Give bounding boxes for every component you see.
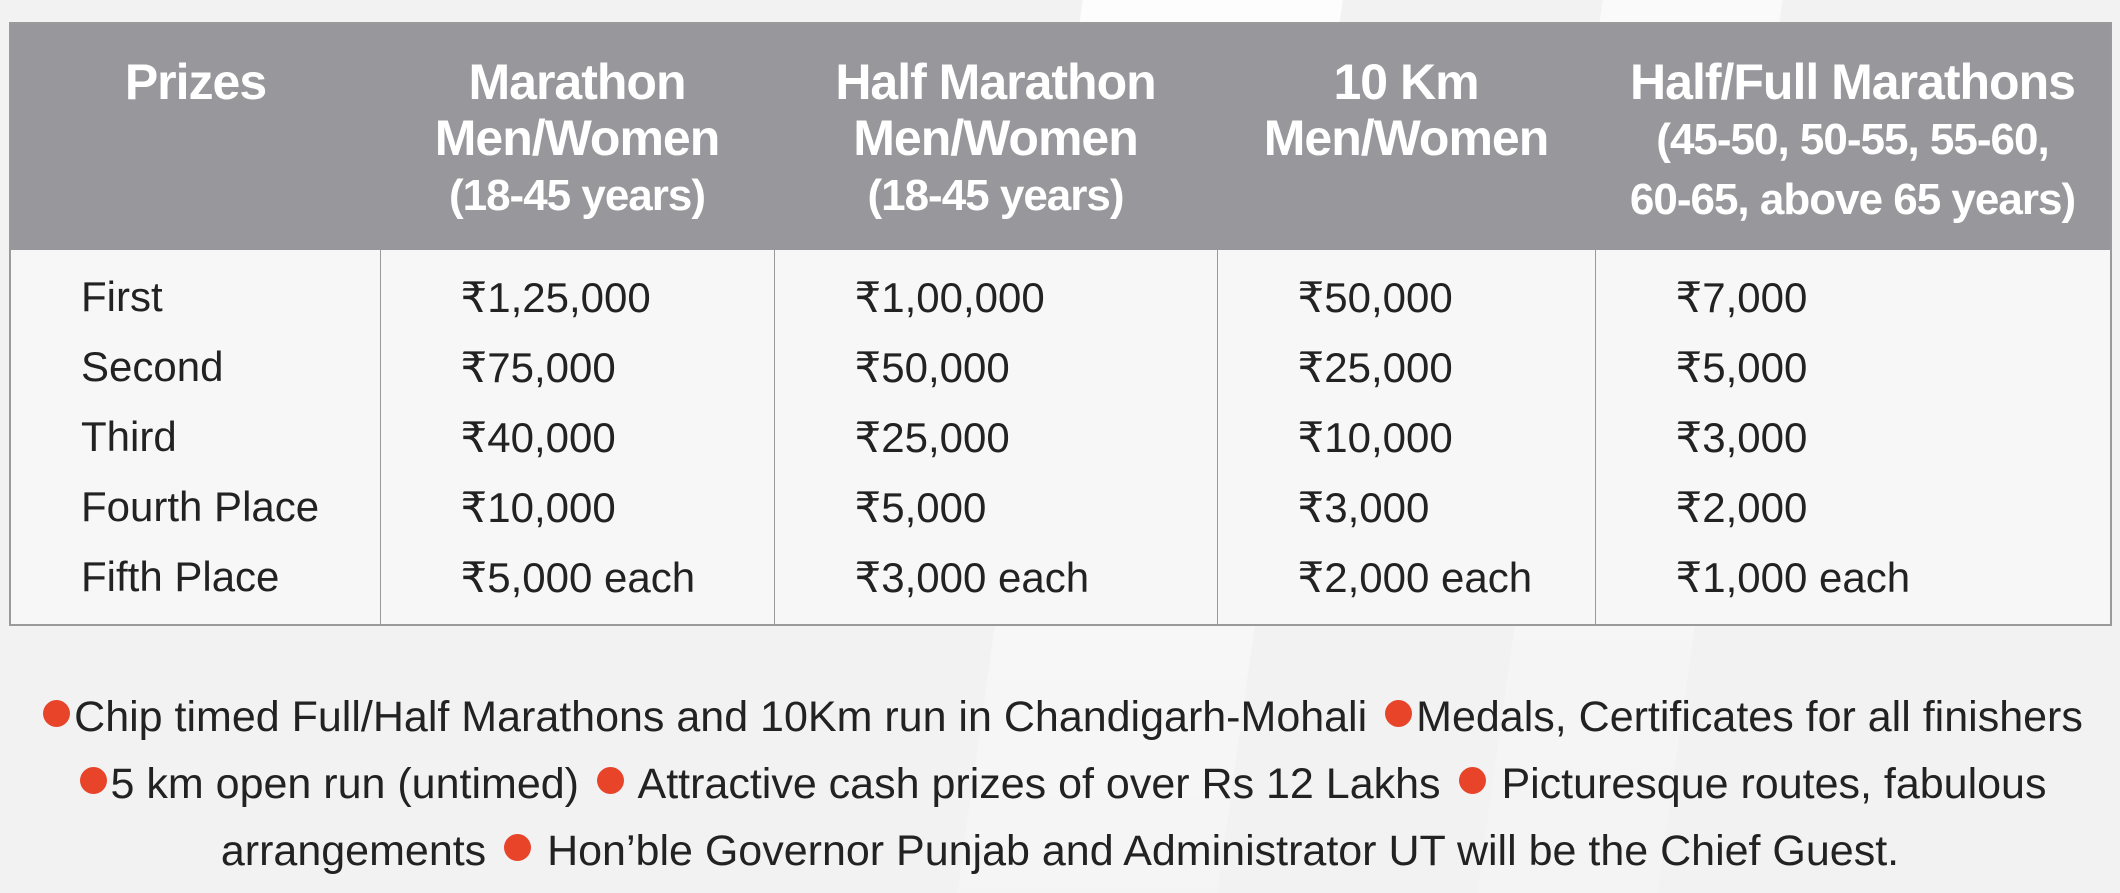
- prize-amount: ₹2,000 each: [1216, 542, 1595, 625]
- prize-amount: ₹1,000 each: [1594, 542, 2111, 625]
- header-title-line: Men/Women: [1263, 110, 1550, 166]
- header-title-line: Prizes: [124, 54, 267, 110]
- prize-amount: ₹5,000 each: [379, 542, 774, 625]
- prize-amount: ₹3,000: [1594, 402, 2111, 472]
- prize-amount: ₹1,25,000: [379, 250, 774, 332]
- prize-amount: ₹5,000: [1594, 332, 2111, 402]
- highlight-item: Hon’ble Governor Punjab and Administrato…: [547, 827, 1900, 875]
- header-title-line: Men/Women: [434, 110, 721, 166]
- prize-amount: ₹75,000: [379, 332, 774, 402]
- header-age-range: (45-50, 50-55, 55-60,: [1656, 115, 2049, 164]
- bullet-dot-icon: [1458, 767, 1486, 794]
- header-title-line: Half Marathon: [835, 54, 1156, 110]
- header-title-line: Half/Full Marathons: [1630, 54, 2076, 110]
- prize-rank: Second: [81, 343, 224, 390]
- prize-rank: Third: [81, 413, 177, 460]
- highlight-item: Medals, Certificates for all finishers: [1416, 693, 2083, 741]
- header-half-marathon: Half Marathon Men/Women (18-45 years): [774, 23, 1217, 250]
- prize-rank: Fourth Place: [81, 483, 320, 530]
- header-age-range: (18-45 years): [448, 171, 706, 220]
- header-prizes: Prizes: [10, 23, 380, 250]
- highlight-item: Picturesque routes, fabulous arrangement…: [220, 760, 2047, 875]
- prize-amount: ₹25,000: [1216, 332, 1595, 402]
- header-age-range: (18-45 years): [867, 171, 1124, 220]
- prize-amount: ₹50,000: [773, 332, 1217, 402]
- table-row: Third ₹40,000 ₹25,000 ₹10,000 ₹3,000: [10, 402, 2111, 472]
- prize-amount: ₹10,000: [1216, 402, 1595, 472]
- header-title-line: Marathon: [468, 54, 687, 110]
- header-veterans: Half/Full Marathons (45-50, 50-55, 55-60…: [1595, 23, 2111, 250]
- event-highlights: Chip timed Full/Half Marathons and 10Km …: [20, 684, 2100, 885]
- header-title-line: Men/Women: [853, 110, 1139, 166]
- bullet-dot-icon: [596, 767, 624, 794]
- prize-amount: ₹10,000: [379, 472, 774, 542]
- bullet-dot-icon: [43, 700, 71, 727]
- prize-amount: ₹1,00,000: [773, 250, 1217, 332]
- bullet-dot-icon: [504, 834, 532, 861]
- table-row: First ₹1,25,000 ₹1,00,000 ₹50,000 ₹7,000: [10, 250, 2111, 332]
- prize-table: Prizes Marathon Men/Women (18-45 years) …: [9, 22, 2112, 626]
- header-marathon: Marathon Men/Women (18-45 years): [380, 23, 774, 250]
- bullet-dot-icon: [1385, 700, 1413, 727]
- bullet-dot-icon: [79, 767, 107, 794]
- header-title-line: 10 Km: [1333, 54, 1479, 110]
- header-10km: 10 Km Men/Women: [1217, 23, 1595, 250]
- table-row: Second ₹75,000 ₹50,000 ₹25,000 ₹5,000: [10, 332, 2111, 402]
- prize-amount: ₹3,000: [1216, 472, 1595, 542]
- prize-amount: ₹3,000 each: [773, 542, 1217, 625]
- highlight-item: Chip timed Full/Half Marathons and 10Km …: [74, 693, 1368, 741]
- prize-amount: ₹40,000: [379, 402, 774, 472]
- highlight-item: 5 km open run (untimed): [110, 760, 579, 808]
- prize-amount: ₹2,000: [1594, 472, 2111, 542]
- prize-amount: ₹5,000: [773, 472, 1217, 542]
- prize-rank: Fifth Place: [81, 553, 280, 600]
- prize-amount: ₹7,000: [1594, 250, 2111, 332]
- prize-rank: First: [81, 273, 163, 320]
- prize-amount: ₹25,000: [773, 402, 1217, 472]
- prize-amount: ₹50,000: [1216, 250, 1595, 332]
- header-age-range: 60-65, above 65 years): [1629, 175, 2076, 224]
- table-row: Fifth Place ₹5,000 each ₹3,000 each ₹2,0…: [10, 542, 2111, 625]
- table-header-row: Prizes Marathon Men/Women (18-45 years) …: [10, 23, 2111, 250]
- highlight-item: Attractive cash prizes of over Rs 12 Lak…: [637, 760, 1441, 808]
- table-row: Fourth Place ₹10,000 ₹5,000 ₹3,000 ₹2,00…: [10, 472, 2111, 542]
